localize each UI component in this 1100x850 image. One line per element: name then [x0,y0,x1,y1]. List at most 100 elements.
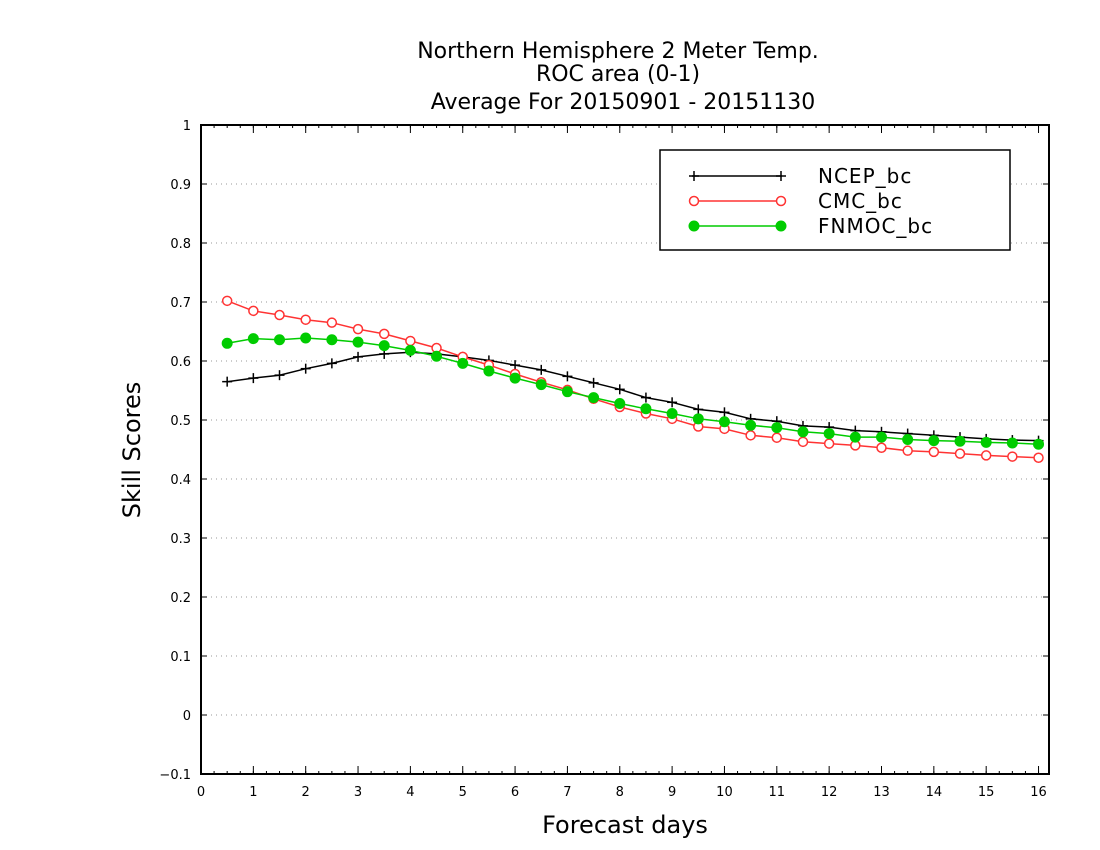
x-tick-label: 16 [1030,785,1047,800]
data-point-ncep-bc [248,373,259,384]
data-point-cmc-bc [326,317,338,328]
data-point-ncep-bc [693,404,704,415]
data-point-ncep-bc [300,363,311,374]
x-axis-label: Forecast days [542,811,708,839]
data-point-ncep-bc [326,358,337,369]
x-tick-label: 1 [249,785,257,800]
data-point-fnmoc-bc [247,333,259,345]
x-tick-label: 4 [406,785,414,800]
data-point-cmc-bc [771,432,783,443]
x-tick-label: 14 [926,785,943,800]
data-point-fnmoc-bc [431,350,443,362]
y-tick-label: 0.5 [170,414,191,429]
data-point-fnmoc-bc [666,408,678,420]
data-point-fnmoc-bc [326,334,338,346]
x-tick-label: 0 [197,785,205,800]
data-point-cmc-bc [1033,452,1044,464]
title-line-2: ROC area (0-1) [536,62,700,87]
series-fnmoc-bc [221,332,1045,450]
y-axis-label: Skill Scores [118,382,146,519]
data-point-ncep-bc [719,407,730,418]
data-point-cmc-bc [745,430,756,441]
data-point-ncep-bc [588,377,599,388]
x-tick-label: 7 [563,785,571,800]
title-line-1: Northern Hemisphere 2 Meter Temp. [417,39,819,64]
series-line-ncep-bc [227,351,1039,442]
data-point-fnmoc-bc [561,386,573,398]
data-point-fnmoc-bc [509,372,521,384]
data-point-fnmoc-bc [274,334,286,346]
gridlines [201,183,1049,716]
y-tick-label: 0.7 [170,296,191,311]
y-tick-label: 0.3 [170,532,191,547]
title-line-3: Average For 20150901 - 20151130 [431,90,816,115]
data-series [221,295,1045,464]
data-point-cmc-bc [902,445,913,456]
legend-item-cmc-bc: CMC_bc [688,189,903,213]
plot-frame [200,124,1050,775]
data-point-fnmoc-bc [771,422,783,434]
legend-item-ncep-bc: NCEP_bc [689,164,912,188]
data-point-fnmoc-bc [902,433,914,445]
data-point-cmc-bc [378,328,390,340]
x-tick-label: 11 [769,785,786,800]
x-tick-label: 2 [302,785,310,800]
data-point-fnmoc-bc [823,428,835,440]
data-point-ncep-bc [222,376,233,387]
y-tick-label: 0.2 [170,591,191,606]
data-point-fnmoc-bc [352,336,364,348]
legend-marker [776,171,786,181]
data-point-ncep-bc [274,370,285,381]
legend-label-fnmoc-bc: FNMOC_bc [818,214,933,238]
data-point-fnmoc-bc [483,365,495,377]
data-point-fnmoc-bc [535,379,547,391]
legend-marker [775,220,787,232]
data-point-ncep-bc [536,364,547,375]
data-point-cmc-bc [300,314,311,325]
legend-item-fnmoc-bc: FNMOC_bc [688,214,933,238]
data-point-cmc-bc [928,446,940,458]
data-point-fnmoc-bc [745,419,757,431]
x-tick-label: 6 [511,785,519,800]
data-point-fnmoc-bc [640,403,652,415]
data-point-cmc-bc [980,450,992,461]
legend-marker [688,195,700,207]
x-tick-label: 12 [821,785,838,800]
y-tick-label: −0.1 [159,768,191,783]
data-point-cmc-bc [954,448,966,459]
data-point-fnmoc-bc [954,435,966,447]
y-tick-label: 0.6 [170,355,191,370]
x-tick-label: 15 [978,785,995,800]
data-point-fnmoc-bc [588,392,600,404]
y-tick-label: 0 [183,709,191,724]
y-tick-label: 0.9 [170,178,191,193]
data-point-fnmoc-bc [928,435,940,447]
data-point-cmc-bc [405,335,416,347]
legend-marker [775,195,787,207]
data-point-fnmoc-bc [221,337,233,349]
y-tick-label: 0.1 [170,650,191,665]
data-point-cmc-bc [274,309,285,321]
y-tick-label: 0.4 [170,473,191,488]
data-point-ncep-bc [353,351,364,362]
data-point-cmc-bc [248,305,259,317]
data-point-ncep-bc [640,392,651,403]
data-point-fnmoc-bc [980,436,992,448]
legend-box [659,149,1011,251]
data-point-fnmoc-bc [875,431,887,443]
data-point-ncep-bc [510,360,521,371]
x-tick-label: 10 [716,785,733,800]
series-cmc-bc [221,295,1044,464]
legend-label-cmc-bc: CMC_bc [818,189,903,213]
data-point-fnmoc-bc [718,416,730,428]
data-point-fnmoc-bc [614,397,626,409]
y-tick-label: 0.8 [170,237,191,252]
data-point-cmc-bc [823,438,835,449]
legend-label-ncep-bc: NCEP_bc [818,164,912,188]
data-point-fnmoc-bc [300,332,312,344]
legend-marker [689,171,699,181]
x-tick-label: 8 [616,785,624,800]
data-point-fnmoc-bc [404,344,416,356]
